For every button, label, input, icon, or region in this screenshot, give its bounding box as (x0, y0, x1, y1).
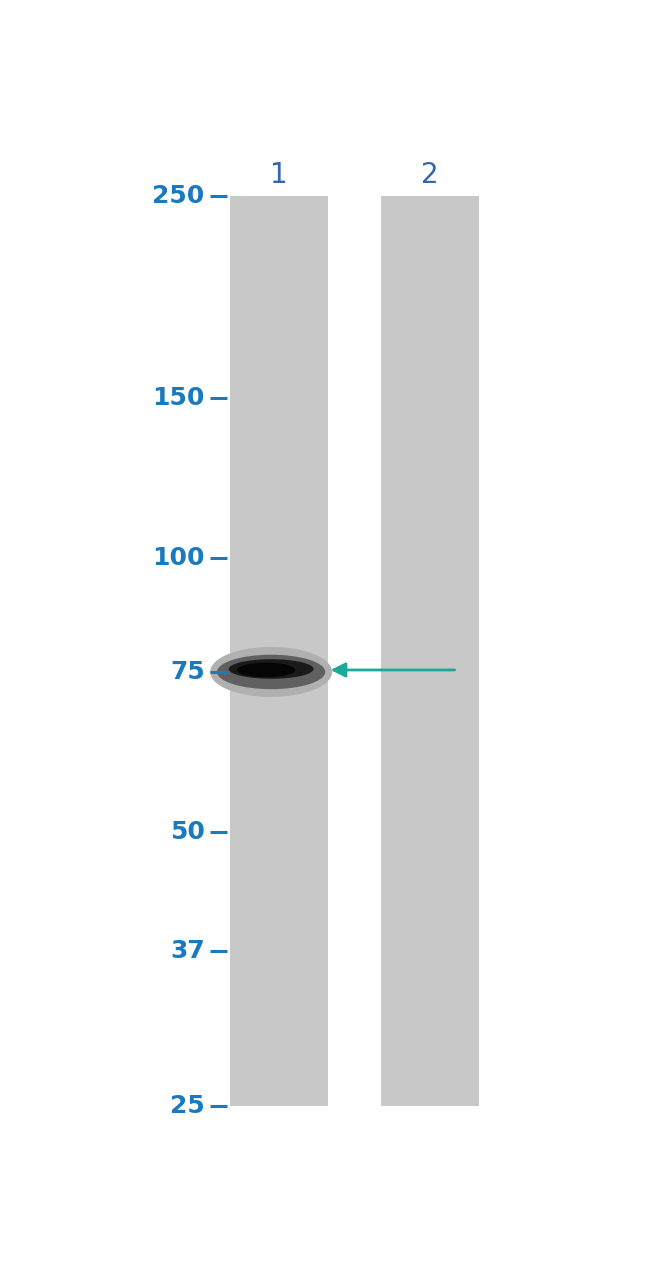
Text: 2: 2 (421, 160, 439, 188)
Ellipse shape (229, 659, 313, 678)
Text: 150: 150 (152, 386, 205, 410)
Text: 250: 250 (152, 184, 205, 208)
Bar (230, 197, 328, 1106)
Text: 75: 75 (170, 660, 205, 685)
Bar (381, 197, 479, 1106)
Ellipse shape (237, 663, 295, 677)
Text: 25: 25 (170, 1093, 205, 1118)
Text: 37: 37 (170, 939, 205, 963)
Ellipse shape (210, 646, 332, 697)
Ellipse shape (217, 655, 325, 690)
Text: 50: 50 (170, 820, 205, 845)
Text: 1: 1 (270, 160, 288, 188)
Text: 100: 100 (152, 546, 205, 570)
